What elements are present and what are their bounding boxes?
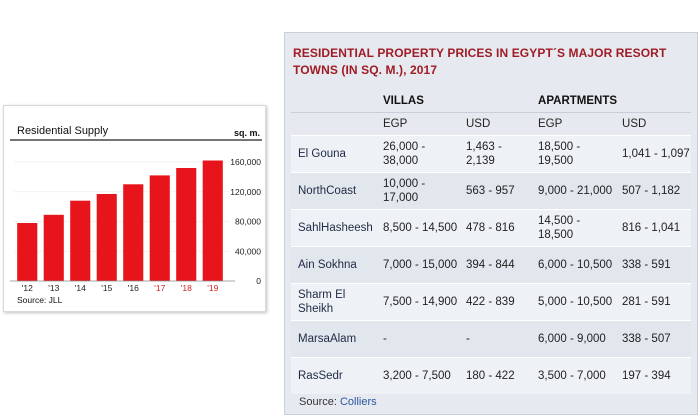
apt-usd-cell: 197 - 394 bbox=[615, 357, 692, 394]
apt-usd-cell: 507 - 1,182 bbox=[615, 172, 692, 210]
table-row: RasSedr 3,200 - 7,500 180 - 422 3,500 - 7,0… bbox=[291, 357, 692, 394]
villa-egp-cell: 3,200 - 7,500 bbox=[376, 357, 459, 394]
price-table-body: El Gouna 26,000 - 38,000 1,463 - 2,139 18,5… bbox=[291, 135, 692, 394]
blank-header bbox=[291, 90, 376, 113]
table-row: NorthCoast 10,000 - 17,000 563 - 957 9,000 … bbox=[291, 172, 692, 210]
bar-16 bbox=[123, 184, 144, 281]
villas-header: VILLAS bbox=[383, 95, 424, 107]
x-tick-label: '16 bbox=[128, 283, 139, 293]
y-tick-label: 40,000 bbox=[235, 246, 261, 256]
subheader-apt-egp: EGP bbox=[531, 112, 616, 136]
y-tick-label: 0 bbox=[256, 276, 261, 286]
villa-usd-cell: 394 - 844 bbox=[459, 246, 532, 284]
bar-19 bbox=[202, 160, 223, 281]
apt-egp-cell: 18,500 - 19,500 bbox=[531, 135, 616, 173]
table-row: SahlHasheesh 8,500 - 14,500 478 - 816 14,50… bbox=[291, 209, 692, 247]
villa-usd-cell: 422 - 839 bbox=[459, 283, 532, 321]
x-tick-label: '13 bbox=[48, 283, 59, 293]
apt-usd-cell: 1,041 - 1,097 bbox=[615, 135, 692, 173]
x-tick-label: '17 bbox=[154, 283, 165, 293]
chart-source: Source: JLL bbox=[17, 295, 63, 305]
table-source-prefix: Source: bbox=[299, 396, 337, 408]
villa-usd-cell: - bbox=[459, 320, 532, 358]
x-tick-label: '14 bbox=[75, 283, 86, 293]
chart-title: Residential Supply bbox=[17, 125, 109, 137]
y-tick-label: 160,000 bbox=[230, 157, 261, 167]
price-table-card: RESIDENTIAL PROPERTY PRICES IN EGYPT´S M… bbox=[284, 32, 698, 415]
villa-egp-cell: 7,500 - 14,900 bbox=[376, 283, 459, 321]
apt-usd-cell: 281 - 591 bbox=[615, 283, 692, 321]
apt-egp-cell: 6,000 - 10,500 bbox=[531, 246, 616, 284]
currency-header-row: EGP USD EGP USD bbox=[291, 112, 692, 136]
town-cell: MarsaAlam bbox=[291, 320, 376, 358]
x-tick-label: '19 bbox=[207, 283, 218, 293]
apartments-header: APARTMENTS bbox=[538, 95, 618, 107]
price-table: VILLAS APARTMENTS EGP USD EGP USD El Gou… bbox=[291, 90, 692, 394]
town-cell: Sharm El Sheikh bbox=[291, 283, 376, 321]
villa-usd-cell: 563 - 957 bbox=[459, 172, 532, 210]
apt-usd-cell: 338 - 507 bbox=[615, 320, 692, 358]
apt-usd-cell: 816 - 1,041 bbox=[615, 209, 692, 247]
bar-14 bbox=[70, 200, 91, 281]
apt-egp-cell: 9,000 - 21,000 bbox=[531, 172, 616, 210]
group-header-row: VILLAS APARTMENTS bbox=[291, 90, 691, 113]
blank-subheader bbox=[291, 112, 376, 136]
table-row: Sharm El Sheikh 7,500 - 14,900 422 - 839 5,… bbox=[291, 283, 692, 321]
table-row: El Gouna 26,000 - 38,000 1,463 - 2,139 18,5… bbox=[291, 135, 692, 173]
town-cell: Ain Sokhna bbox=[291, 246, 376, 284]
bar-13 bbox=[43, 214, 64, 281]
subheader-apt-usd: USD bbox=[615, 112, 692, 136]
villa-egp-cell: 7,000 - 15,000 bbox=[376, 246, 459, 284]
bar-12 bbox=[17, 223, 38, 281]
chart-unit-label: sq. m. bbox=[234, 128, 260, 138]
y-axis-ticks: 0 40,000 80,000 120,000 160,000 bbox=[230, 157, 261, 286]
residential-supply-chart-card: Residential Supply sq. m. 0 40,000 80,000 1… bbox=[3, 105, 266, 312]
subheader-villa-usd: USD bbox=[459, 112, 532, 136]
subheader-villa-egp: EGP bbox=[376, 112, 459, 136]
apt-egp-cell: 14,500 - 18,500 bbox=[531, 209, 616, 247]
bar-17 bbox=[149, 175, 170, 281]
villa-egp-cell: 8,500 - 14,500 bbox=[376, 209, 459, 247]
town-cell: RasSedr bbox=[291, 357, 376, 394]
villa-usd-cell: 180 - 422 bbox=[459, 357, 532, 394]
town-cell: NorthCoast bbox=[291, 172, 376, 210]
residential-supply-chart: Residential Supply sq. m. 0 40,000 80,000 1… bbox=[10, 125, 262, 305]
x-axis-ticks: '12 '13 '14 '15 '16 '17 '18 '19 bbox=[22, 283, 219, 293]
colliers-source-link[interactable]: Colliers bbox=[339, 396, 377, 408]
villa-usd-cell: 1,463 - 2,139 bbox=[459, 135, 532, 173]
town-cell: SahlHasheesh bbox=[291, 209, 376, 247]
apt-egp-cell: 3,500 - 7,000 bbox=[531, 357, 616, 394]
bar-18 bbox=[176, 168, 197, 281]
table-row: Ain Sokhna 7,000 - 15,000 394 - 844 6,000 -… bbox=[291, 246, 692, 284]
x-tick-label: '18 bbox=[181, 283, 192, 293]
villa-egp-cell: - bbox=[376, 320, 459, 358]
y-tick-label: 80,000 bbox=[235, 217, 261, 227]
villa-egp-cell: 26,000 - 38,000 bbox=[376, 135, 459, 173]
apt-usd-cell: 338 - 591 bbox=[615, 246, 692, 284]
table-source: Source: Colliers bbox=[299, 396, 377, 408]
villa-usd-cell: 478 - 816 bbox=[459, 209, 532, 247]
table-row: MarsaAlam - -6,000 - 9,000 338 - 507 bbox=[291, 320, 692, 358]
chart-bars bbox=[17, 160, 223, 281]
x-tick-label: '15 bbox=[101, 283, 112, 293]
apt-egp-cell: 5,000 - 10,500 bbox=[531, 283, 616, 321]
apt-egp-cell: 6,000 - 9,000 bbox=[531, 320, 616, 358]
bar-15 bbox=[96, 194, 117, 281]
table-title: RESIDENTIAL PROPERTY PRICES IN EGYPT´S M… bbox=[293, 46, 667, 77]
y-tick-label: 120,000 bbox=[230, 187, 261, 197]
villa-egp-cell: 10,000 - 17,000 bbox=[376, 172, 459, 210]
town-cell: El Gouna bbox=[291, 135, 376, 173]
x-tick-label: '12 bbox=[22, 283, 33, 293]
